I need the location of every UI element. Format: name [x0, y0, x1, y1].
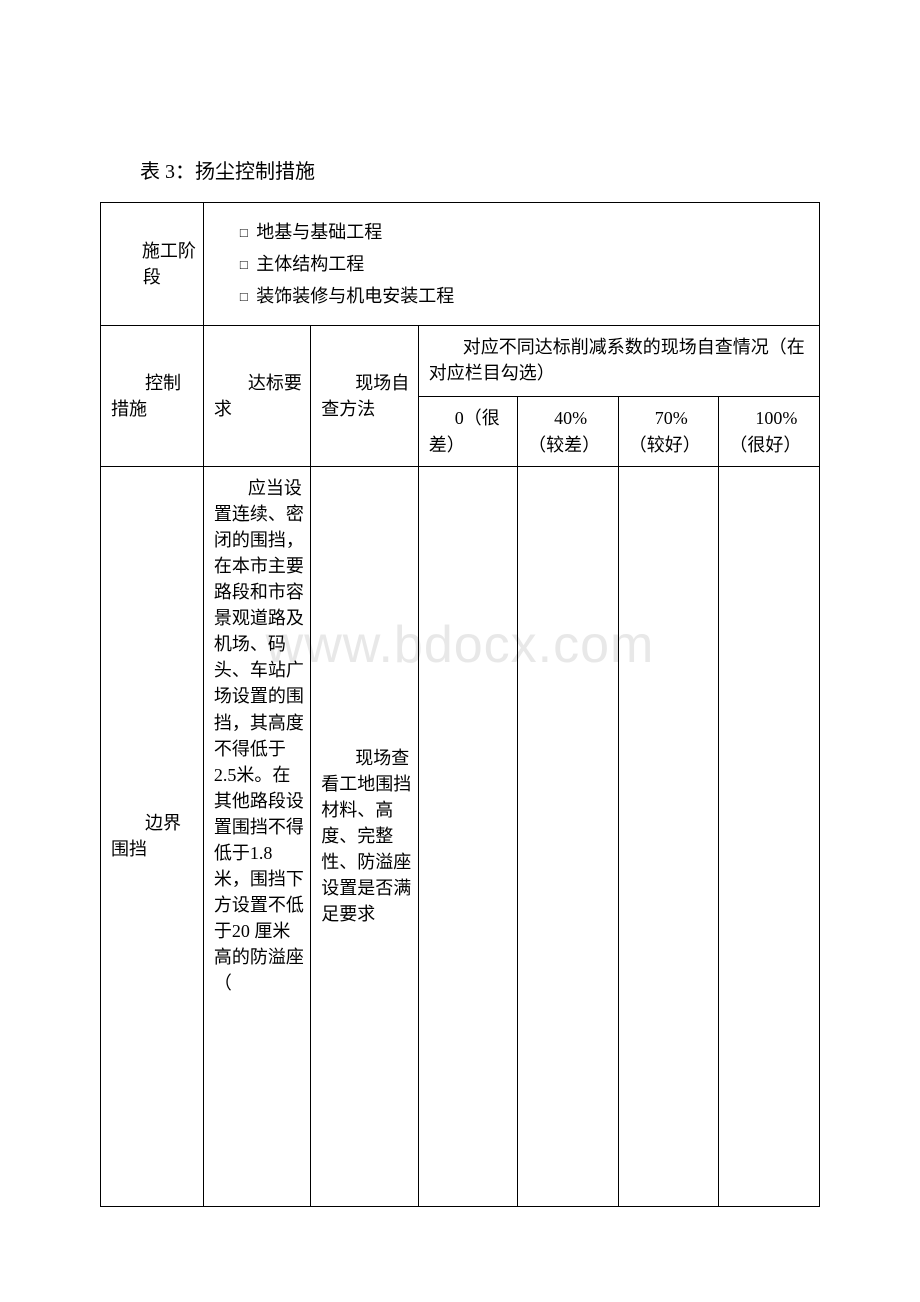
stage-option-2-text: 主体结构工程 — [256, 254, 364, 274]
header-ratings-title-text: 对应不同达标削减系数的现场自查情况（在对应栏目勾选） — [429, 337, 805, 383]
header-rating-2-text: 70%（较好） — [629, 408, 701, 454]
row1-requirement: 应当设置连续、密闭的围挡，在本市主要路段和市容景观道路及机场、码头、车站广场设置… — [203, 466, 310, 1206]
header-measure-text: 控制措施 — [111, 373, 181, 419]
table-row-stage: 施工阶段 □ 地基与基础工程 □ 主体结构工程 □ 装饰装修与机电安装工程 — [101, 203, 820, 326]
header-requirement: 达标要求 — [203, 326, 310, 466]
header-rating-3-text: 100%（很好） — [729, 408, 801, 454]
row1-requirement-text: 应当设置连续、密闭的围挡，在本市主要路段和市容景观道路及机场、码头、车站广场设置… — [214, 478, 304, 994]
stage-option-3: □ 装饰装修与机电安装工程 — [240, 283, 805, 309]
header-ratings-title: 对应不同达标削减系数的现场自查情况（在对应栏目勾选） — [418, 326, 819, 397]
stage-options-cell: □ 地基与基础工程 □ 主体结构工程 □ 装饰装修与机电安装工程 — [203, 203, 819, 326]
table-title: 表 3：扬尘控制措施 — [140, 155, 820, 184]
header-method: 现场自查方法 — [311, 326, 418, 466]
header-rating-3: 100%（很好） — [719, 397, 820, 466]
dust-control-table: 施工阶段 □ 地基与基础工程 □ 主体结构工程 □ 装饰装修与机电安装工程 控制… — [100, 202, 820, 1207]
row1-measure-text: 边界围挡 — [111, 813, 181, 859]
row1-rating-1[interactable] — [518, 466, 619, 1206]
stage-option-1: □ 地基与基础工程 — [240, 219, 805, 245]
row1-method: 现场查看工地围挡材料、高度、完整性、防溢座设置是否满足要求 — [311, 466, 418, 1206]
row1-rating-2[interactable] — [618, 466, 719, 1206]
table-row: 边界围挡 应当设置连续、密闭的围挡，在本市主要路段和市容景观道路及机场、码头、车… — [101, 466, 820, 1206]
row1-rating-0[interactable] — [418, 466, 517, 1206]
table-header-row-1: 控制措施 达标要求 现场自查方法 对应不同达标削减系数的现场自查情况（在对应栏目… — [101, 326, 820, 397]
stage-option-2: □ 主体结构工程 — [240, 251, 805, 277]
header-rating-2: 70%（较好） — [618, 397, 719, 466]
stage-label-text: 施工阶段 — [142, 241, 196, 287]
header-method-text: 现场自查方法 — [321, 373, 409, 419]
row1-rating-3[interactable] — [719, 466, 820, 1206]
checkbox-icon: □ — [240, 288, 248, 307]
checkbox-icon: □ — [240, 256, 248, 275]
header-rating-1-text: 40%（较差） — [528, 408, 600, 454]
stage-option-3-text: 装饰装修与机电安装工程 — [256, 286, 454, 306]
header-rating-1: 40%（较差） — [518, 397, 619, 466]
stage-option-1-text: 地基与基础工程 — [256, 222, 382, 242]
checkbox-icon: □ — [240, 224, 248, 243]
header-rating-0-text: 0（很差） — [429, 408, 500, 454]
header-requirement-text: 达标要求 — [214, 373, 302, 419]
row1-method-text: 现场查看工地围挡材料、高度、完整性、防溢座设置是否满足要求 — [321, 748, 411, 925]
header-rating-0: 0（很差） — [418, 397, 517, 466]
row1-measure: 边界围挡 — [101, 466, 204, 1206]
stage-label-cell: 施工阶段 — [101, 203, 204, 326]
header-measure: 控制措施 — [101, 326, 204, 466]
